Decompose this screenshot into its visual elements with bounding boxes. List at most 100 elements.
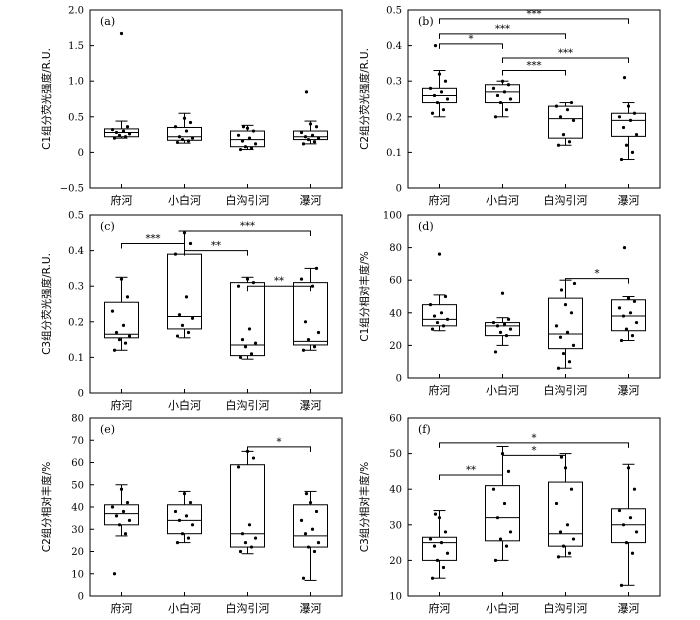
x-category-label: 小白河 bbox=[486, 193, 519, 207]
y-tick-label: 1.0 bbox=[68, 77, 84, 88]
data-point bbox=[630, 334, 635, 338]
iqr-box bbox=[167, 504, 202, 535]
data-point bbox=[188, 120, 193, 125]
data-point bbox=[253, 536, 258, 540]
y-tick-label: 40 bbox=[389, 485, 402, 496]
panel-label: (e) bbox=[100, 423, 115, 436]
data-point bbox=[617, 306, 622, 310]
data-point bbox=[558, 335, 563, 339]
data-point bbox=[190, 523, 195, 527]
data-point bbox=[184, 129, 189, 133]
bracket-line bbox=[247, 285, 311, 292]
y-tick-label: 0.5 bbox=[68, 211, 84, 222]
data-point bbox=[312, 345, 317, 349]
data-point bbox=[316, 330, 321, 335]
data-point bbox=[433, 44, 438, 48]
data-point bbox=[626, 466, 631, 470]
chart-panel-2: 0 0.1 0.2 0.3 0.4 0.5 府河 小白河 白沟引河 瀑河 C2组分荧光强度/R.U.… bbox=[358, 6, 661, 207]
iqr-box bbox=[293, 504, 328, 548]
data-point bbox=[249, 146, 254, 150]
significance-label: * bbox=[532, 445, 537, 456]
data-point bbox=[125, 125, 130, 129]
x-category-label: 府河 bbox=[111, 398, 133, 412]
data-point bbox=[301, 348, 306, 352]
box-2 bbox=[167, 490, 202, 544]
data-point bbox=[565, 523, 570, 527]
y-tick-label: 0.4 bbox=[68, 246, 84, 257]
data-point bbox=[314, 509, 319, 514]
box-1 bbox=[422, 510, 457, 579]
significance-bracket: *** bbox=[439, 24, 566, 39]
y-axis-label: C2组分荧光强度/R.U. bbox=[358, 48, 371, 150]
data-point bbox=[506, 317, 511, 321]
data-point bbox=[186, 139, 191, 143]
plot-frame bbox=[407, 9, 661, 189]
data-point bbox=[127, 132, 132, 136]
data-point bbox=[493, 115, 498, 119]
y-tick-label: 0 bbox=[78, 592, 84, 603]
data-point bbox=[310, 284, 315, 288]
data-point bbox=[247, 136, 252, 140]
data-point bbox=[112, 348, 117, 352]
data-point bbox=[236, 284, 241, 288]
data-point bbox=[626, 296, 631, 300]
data-point bbox=[628, 516, 633, 520]
data-point bbox=[186, 536, 191, 540]
data-point bbox=[495, 324, 500, 328]
data-point bbox=[173, 125, 178, 129]
box-1 bbox=[104, 276, 139, 351]
data-point bbox=[188, 241, 193, 246]
data-point bbox=[498, 330, 503, 334]
data-point bbox=[180, 323, 185, 327]
data-point bbox=[619, 338, 624, 343]
panel-label: (b) bbox=[418, 15, 434, 28]
data-point bbox=[247, 523, 252, 527]
data-point bbox=[301, 142, 306, 146]
data-point bbox=[622, 76, 627, 80]
data-point bbox=[554, 501, 559, 506]
significance-label: *** bbox=[558, 48, 573, 59]
data-point bbox=[634, 133, 639, 137]
iqr-box bbox=[167, 253, 202, 330]
y-axis-label: C2组分相对丰度/% bbox=[40, 462, 53, 553]
data-point bbox=[491, 86, 496, 90]
data-point bbox=[571, 343, 576, 347]
significance-bracket: *** bbox=[121, 233, 185, 249]
data-point bbox=[498, 100, 503, 105]
data-point bbox=[306, 338, 311, 342]
data-point bbox=[127, 518, 132, 522]
x-category-label: 瀑河 bbox=[618, 384, 640, 397]
data-point bbox=[312, 549, 317, 554]
data-point bbox=[432, 93, 437, 98]
significance-bracket: *** bbox=[502, 61, 566, 76]
data-point bbox=[310, 527, 315, 531]
data-point bbox=[190, 136, 195, 140]
y-tick-label: 0.5 bbox=[386, 6, 402, 17]
data-point bbox=[628, 311, 633, 315]
iqr-box bbox=[422, 536, 457, 561]
y-tick-label: 100 bbox=[383, 211, 402, 222]
x-category-label: 小白河 bbox=[168, 193, 201, 207]
data-point bbox=[299, 277, 304, 281]
bracket-line bbox=[502, 454, 566, 461]
data-point bbox=[500, 291, 505, 295]
data-point bbox=[502, 322, 507, 326]
data-point bbox=[114, 130, 119, 135]
data-point bbox=[506, 469, 511, 473]
bracket-line bbox=[184, 250, 248, 256]
data-point bbox=[110, 128, 115, 132]
data-point bbox=[441, 324, 446, 328]
y-tick-label: 60 bbox=[71, 458, 84, 469]
y-tick-label: 0.2 bbox=[386, 112, 402, 123]
data-point bbox=[236, 133, 241, 137]
y-tick-label: 0.1 bbox=[386, 148, 402, 159]
data-point bbox=[430, 327, 435, 331]
data-point bbox=[561, 133, 566, 137]
y-tick-label: 0 bbox=[396, 374, 402, 385]
data-point bbox=[554, 324, 559, 328]
panel-label: (a) bbox=[100, 15, 115, 28]
data-point bbox=[556, 143, 561, 147]
significance-label: ** bbox=[274, 276, 284, 287]
bracket-line bbox=[439, 474, 503, 480]
x-category-label: 瀑河 bbox=[618, 602, 640, 615]
